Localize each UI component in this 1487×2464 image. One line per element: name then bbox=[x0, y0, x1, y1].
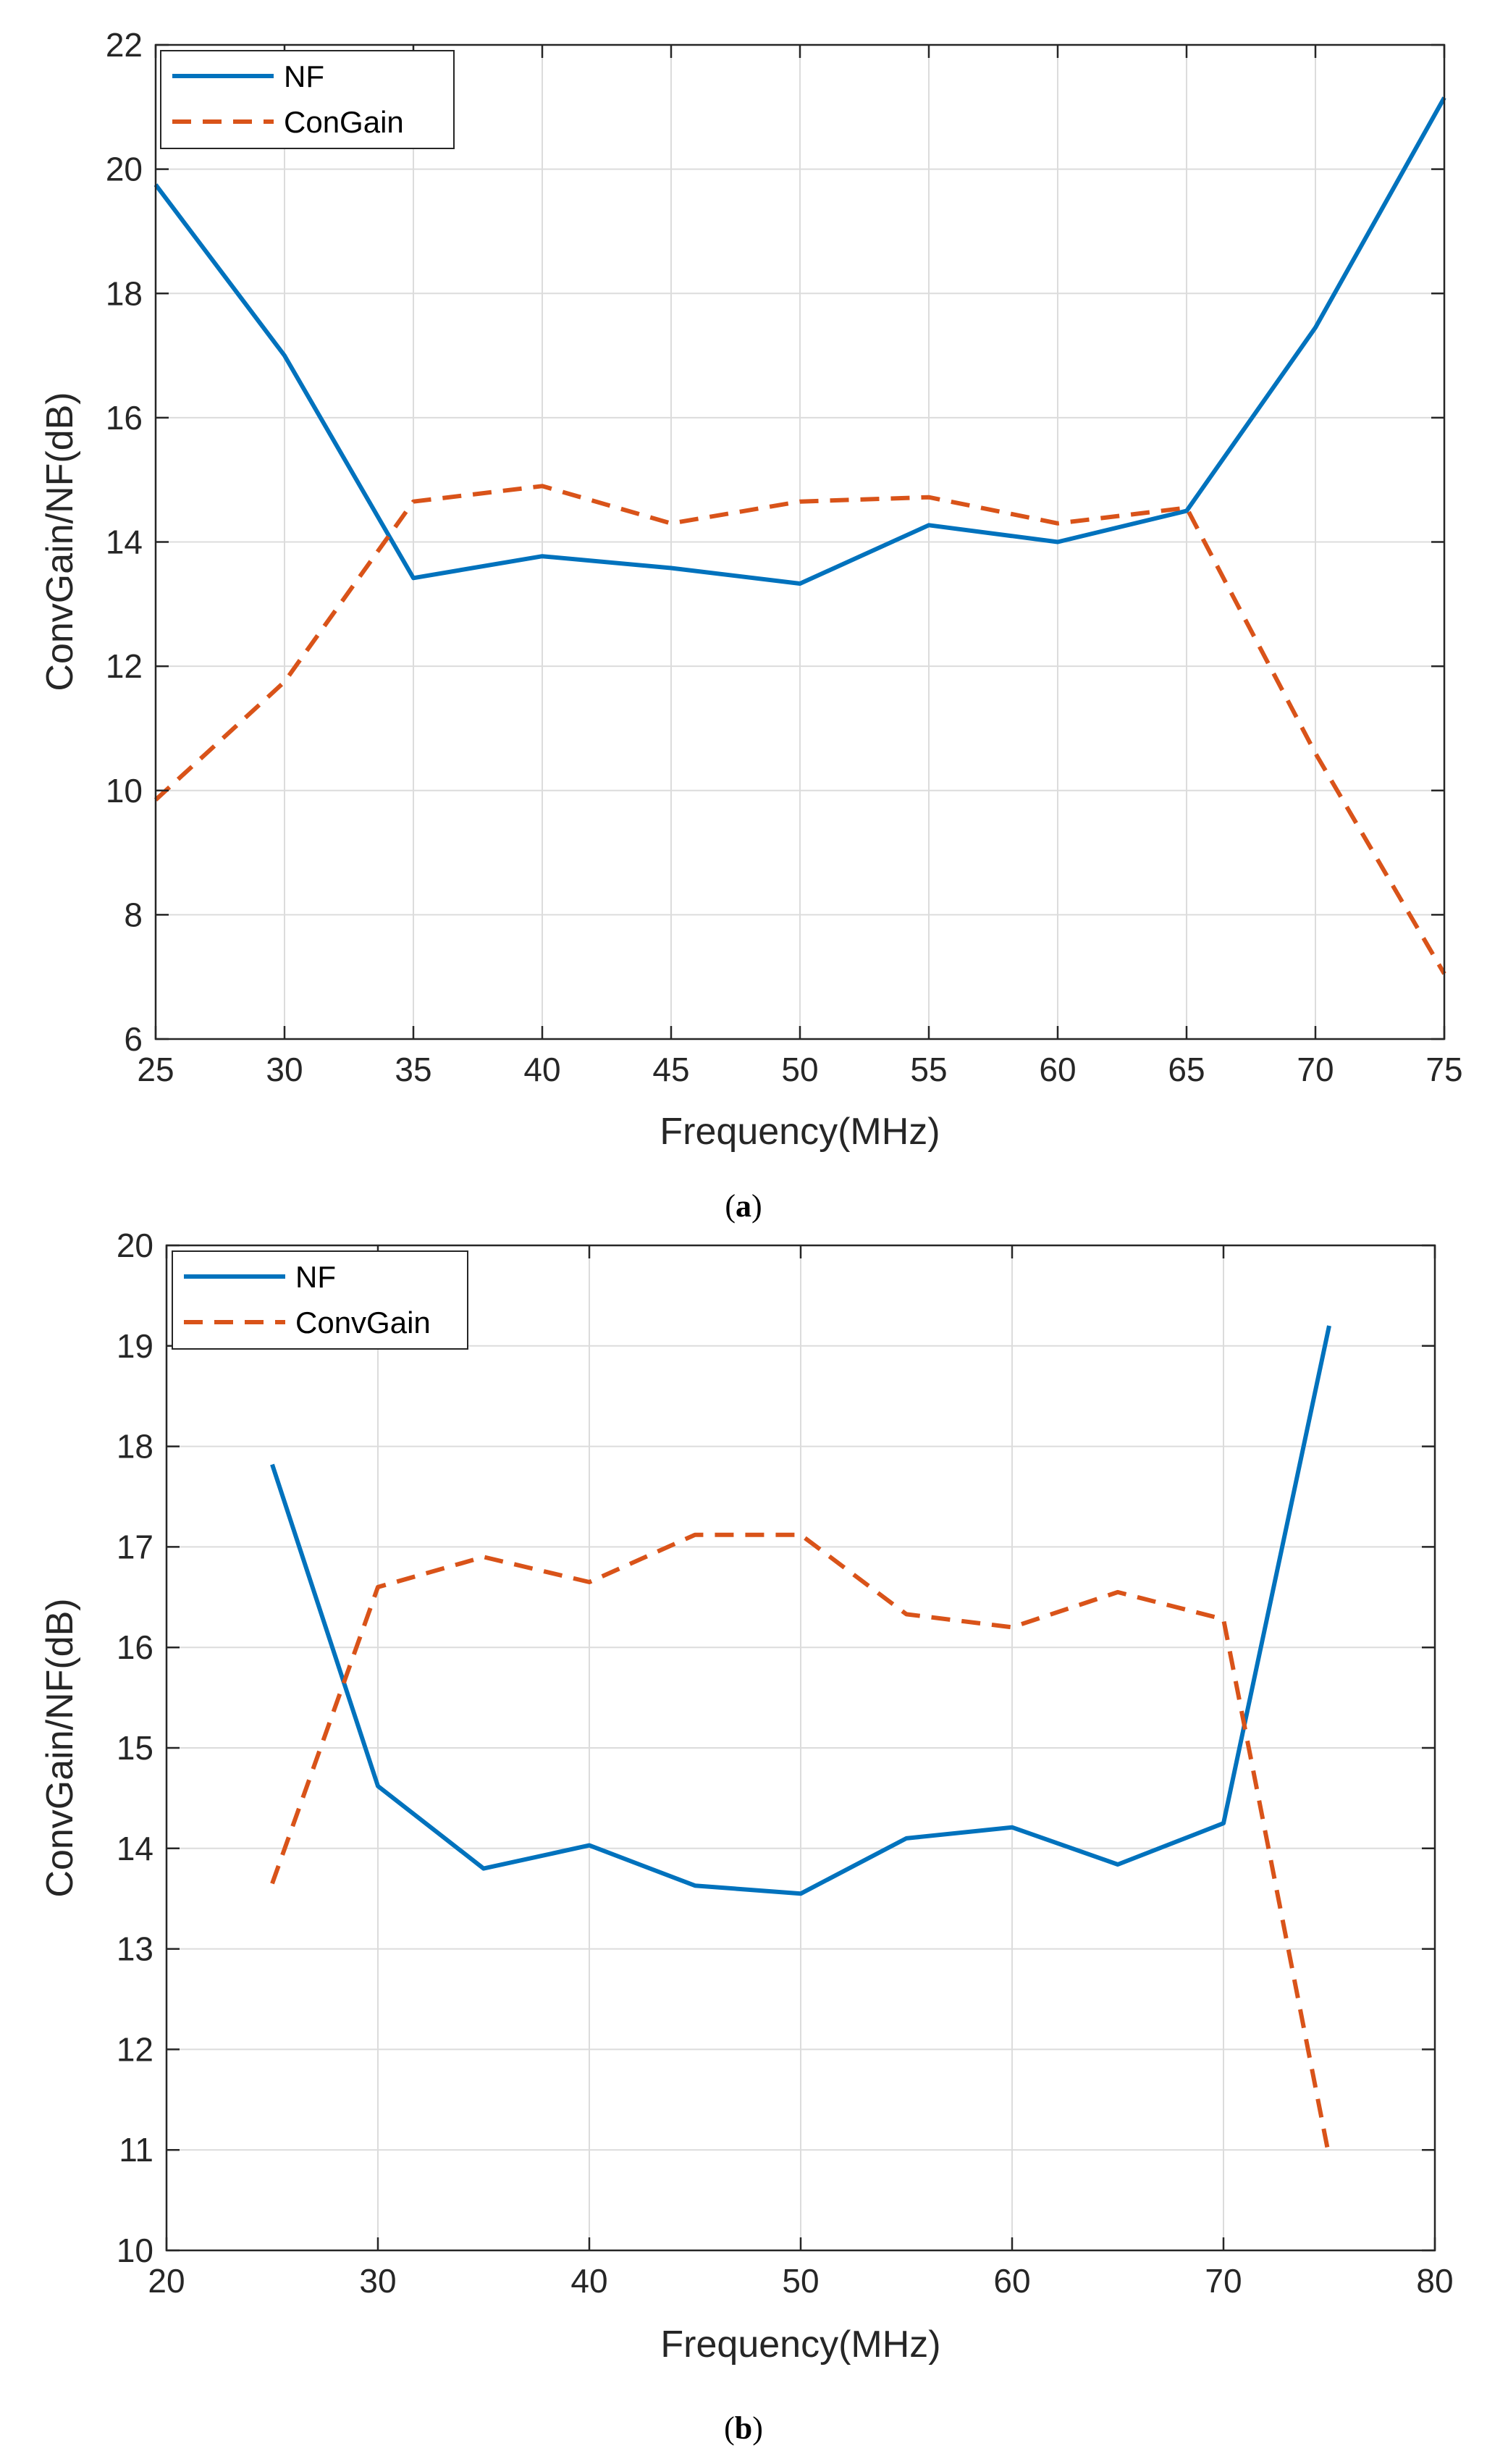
caption-a: (a) bbox=[725, 1188, 762, 1224]
x-tick-label: 35 bbox=[395, 1051, 431, 1088]
series-group-a bbox=[153, 96, 1446, 975]
x-tick-label: 60 bbox=[993, 2262, 1030, 2300]
caption-b: (b) bbox=[724, 2410, 763, 2446]
x-tick-label: 20 bbox=[148, 2262, 185, 2300]
legend-label-nf-a: NF bbox=[284, 59, 324, 93]
legend-box-a bbox=[160, 50, 455, 149]
x-tick-label: 70 bbox=[1205, 2262, 1242, 2300]
legend-label-nf-b: NF bbox=[295, 1260, 336, 1294]
x-tick-label: 25 bbox=[137, 1051, 174, 1088]
x-tick-label: 30 bbox=[266, 1051, 303, 1088]
y-tick-label: 14 bbox=[106, 524, 143, 561]
series-line-nf bbox=[270, 1325, 1331, 1896]
series-line-convgain bbox=[270, 1532, 1331, 2158]
y-tick-label: 19 bbox=[117, 1327, 153, 1365]
x-axis-label-a: Frequency(MHz) bbox=[660, 1111, 940, 1153]
x-tick-label: 60 bbox=[1039, 1051, 1076, 1088]
y-axis-label-a: ConvGain/NF(dB) bbox=[39, 392, 81, 691]
chart-panel-a: 25 30 35 40 45 50 55 60 65 70 75 6810121416182022 … bbox=[39, 26, 1463, 1224]
x-ticks-b: 20 30 40 50 60 70 80 bbox=[148, 1245, 1454, 2300]
x-tick-label: 55 bbox=[910, 1051, 947, 1088]
y-tick-label: 8 bbox=[124, 896, 143, 933]
y-tick-label: 18 bbox=[106, 274, 143, 312]
y-tick-label: 17 bbox=[117, 1528, 153, 1565]
y-tick-label: 13 bbox=[117, 1930, 153, 1968]
y-tick-label: 10 bbox=[106, 772, 143, 810]
legend-a: NF ConGain bbox=[160, 50, 455, 149]
series-group-b bbox=[270, 1325, 1331, 2158]
y-tick-label: 10 bbox=[117, 2232, 153, 2269]
y-tick-label: 6 bbox=[124, 1020, 143, 1058]
y-axis-label-b: ConvGain/NF(dB) bbox=[39, 1598, 81, 1897]
x-tick-label: 30 bbox=[359, 2262, 396, 2300]
y-tick-label: 15 bbox=[117, 1729, 153, 1767]
caption-letter-a: a bbox=[736, 1188, 751, 1224]
x-tick-label: 75 bbox=[1425, 1051, 1462, 1088]
x-tick-label: 65 bbox=[1168, 1051, 1205, 1088]
legend-b: NF ConvGain bbox=[172, 1250, 468, 1350]
x-tick-label: 80 bbox=[1416, 2262, 1453, 2300]
legend-label-gain-b: ConvGain bbox=[295, 1305, 431, 1340]
x-tick-label: 50 bbox=[782, 2262, 819, 2300]
y-tick-label: 12 bbox=[106, 647, 143, 685]
x-axis-label-b: Frequency(MHz) bbox=[660, 2324, 940, 2366]
y-ticks-a: 6 8 10 12 14 16 18 20 22 bbox=[106, 26, 1444, 1058]
y-tick-label: 20 bbox=[117, 1227, 153, 1264]
y-tick-label: 11 bbox=[119, 2131, 153, 2169]
x-tick-label: 70 bbox=[1297, 1051, 1334, 1088]
y-tick-label: 18 bbox=[117, 1428, 153, 1466]
series-line-nf bbox=[153, 96, 1446, 586]
x-ticks-a: 25 30 35 40 45 50 55 60 65 70 75 bbox=[137, 45, 1463, 1088]
x-tick-label: 40 bbox=[523, 1051, 560, 1088]
caption-letter-b: b bbox=[735, 2410, 752, 2446]
x-tick-label: 40 bbox=[570, 2262, 607, 2300]
y-tick-label: 20 bbox=[106, 151, 143, 188]
x-tick-label: 50 bbox=[781, 1051, 818, 1088]
y-ticks-b: 10 11 12 13 14 15 16 17 18 19 20 bbox=[117, 1227, 1435, 2269]
y-tick-label: 22 bbox=[106, 26, 143, 64]
series-line-congain bbox=[153, 484, 1446, 975]
y-tick-label: 16 bbox=[117, 1628, 153, 1666]
y-tick-label: 14 bbox=[117, 1830, 153, 1867]
chart-panel-b: 20 30 40 50 60 70 80 10 11 12 13 14 15 16 17 18 19 20 Fr… bbox=[39, 1227, 1454, 2446]
y-tick-label: 16 bbox=[106, 399, 143, 437]
x-tick-label: 45 bbox=[652, 1051, 689, 1088]
legend-box-b bbox=[172, 1250, 468, 1350]
legend-label-gain-a: ConGain bbox=[284, 105, 404, 139]
y-tick-label: 12 bbox=[117, 2030, 153, 2068]
